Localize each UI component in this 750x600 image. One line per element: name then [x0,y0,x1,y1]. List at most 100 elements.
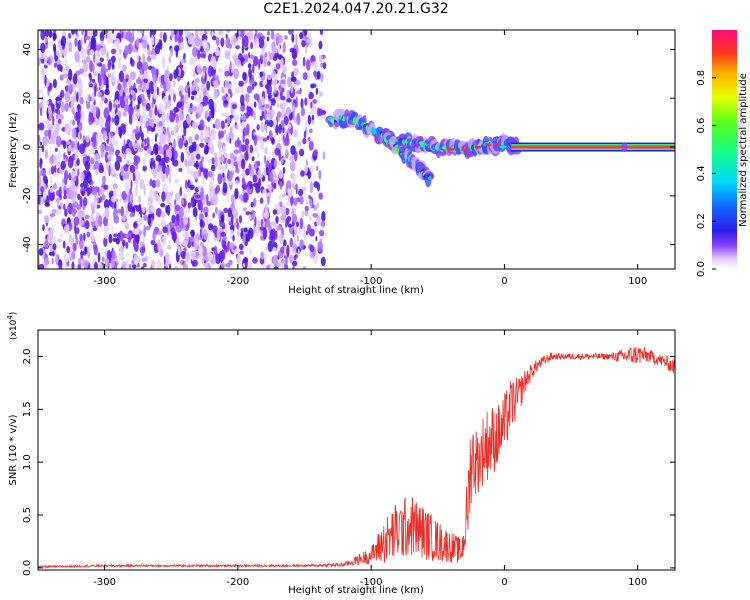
noise-blob [187,187,191,194]
noise-blob [316,70,321,80]
noise-blob [222,145,227,156]
noise-blob [64,56,67,67]
noise-blob [190,196,195,208]
noise-blob [123,172,129,180]
noise-blob [258,36,265,49]
noise-blob [125,74,130,79]
noise-blob [289,237,294,248]
noise-blob [308,128,313,133]
noise-blob [110,71,116,83]
noise-blob [125,207,129,216]
noise-blob [238,194,243,200]
noise-blob [89,60,94,73]
noise-blob [103,233,110,239]
noise-blob [308,194,312,199]
noise-blob [260,121,265,133]
noise-blob [297,248,300,260]
noise-blob [322,62,327,70]
noise-blob [254,145,258,153]
noise-blob [165,99,172,109]
noise-blob [79,96,84,105]
x-tick-label: 100 [628,276,647,287]
noise-blob [264,51,268,58]
noise-blob [80,182,84,188]
noise-blob [225,37,231,49]
noise-blob [280,205,287,216]
noise-blob [303,164,308,174]
noise-blob [100,188,105,196]
noise-blob [266,36,270,42]
noise-blob [171,31,174,36]
noise-blob [75,139,78,151]
noise-blob [57,113,64,121]
noise-blob [38,209,43,215]
noise-blob [245,53,249,63]
noise-blob [278,124,282,134]
noise-blob [292,213,298,224]
noise-blob [233,209,238,220]
noise-blob [223,207,229,214]
noise-blob [290,194,294,206]
noise-blob [44,149,49,160]
noise-blob [171,231,178,242]
noise-blob [176,213,180,226]
noise-blob [210,55,217,68]
noise-blob [322,151,326,160]
noise-blob [279,201,283,208]
noise-blob [207,250,212,259]
noise-blob [204,212,208,218]
noise-blob [169,109,174,118]
noise-blob [260,229,264,236]
noise-blob [184,159,188,168]
noise-blob [109,31,113,42]
noise-blob [166,112,170,123]
noise-blob [160,219,166,228]
noise-blob [168,55,171,64]
noise-blob [40,186,45,193]
noise-blob [165,79,172,92]
noise-blob [60,101,66,113]
noise-blob [152,126,156,132]
noise-blob [227,169,230,179]
colorbar-tick-label: 0.4 [696,165,707,181]
track-peak [474,145,481,149]
noise-blob [272,108,276,118]
noise-blob [164,166,170,176]
noise-blob [133,142,139,148]
noise-blob [41,95,44,104]
noise-blob [83,259,89,269]
noise-blob [187,163,190,175]
noise-blob [107,59,112,71]
carrier-core [511,145,675,149]
noise-blob [208,223,214,231]
noise-blob [152,230,156,242]
noise-blob [295,34,298,46]
noise-blob [128,173,132,183]
noise-blob [278,85,282,91]
noise-blob [64,91,71,103]
noise-blob [125,222,129,231]
noise-blob [204,261,209,269]
noise-blob [71,127,77,139]
noise-blob [167,131,171,139]
noise-blob [240,94,245,106]
noise-blob [195,113,199,119]
noise-blob [163,144,170,151]
noise-blob [154,82,157,93]
y-tick-label: -40 [22,236,33,252]
noise-blob [290,84,294,94]
noise-blob [117,103,120,108]
noise-blob [266,74,272,81]
noise-blob [38,177,41,184]
noise-blob [55,254,59,265]
noise-blob [227,207,232,218]
noise-blob [52,243,57,251]
spectrogram-frame [37,29,676,270]
noise-blob [132,264,137,269]
noise-blob [145,82,150,90]
colorbar: 0.0 0.2 0.4 0.6 0.8 Normalized spectral ampl… [696,30,749,277]
snr-x-ticks: -300 -200 -100 0 100 [93,330,647,588]
noise-blob [265,123,268,134]
noise-blob [190,229,195,237]
noise-blob [213,245,218,256]
